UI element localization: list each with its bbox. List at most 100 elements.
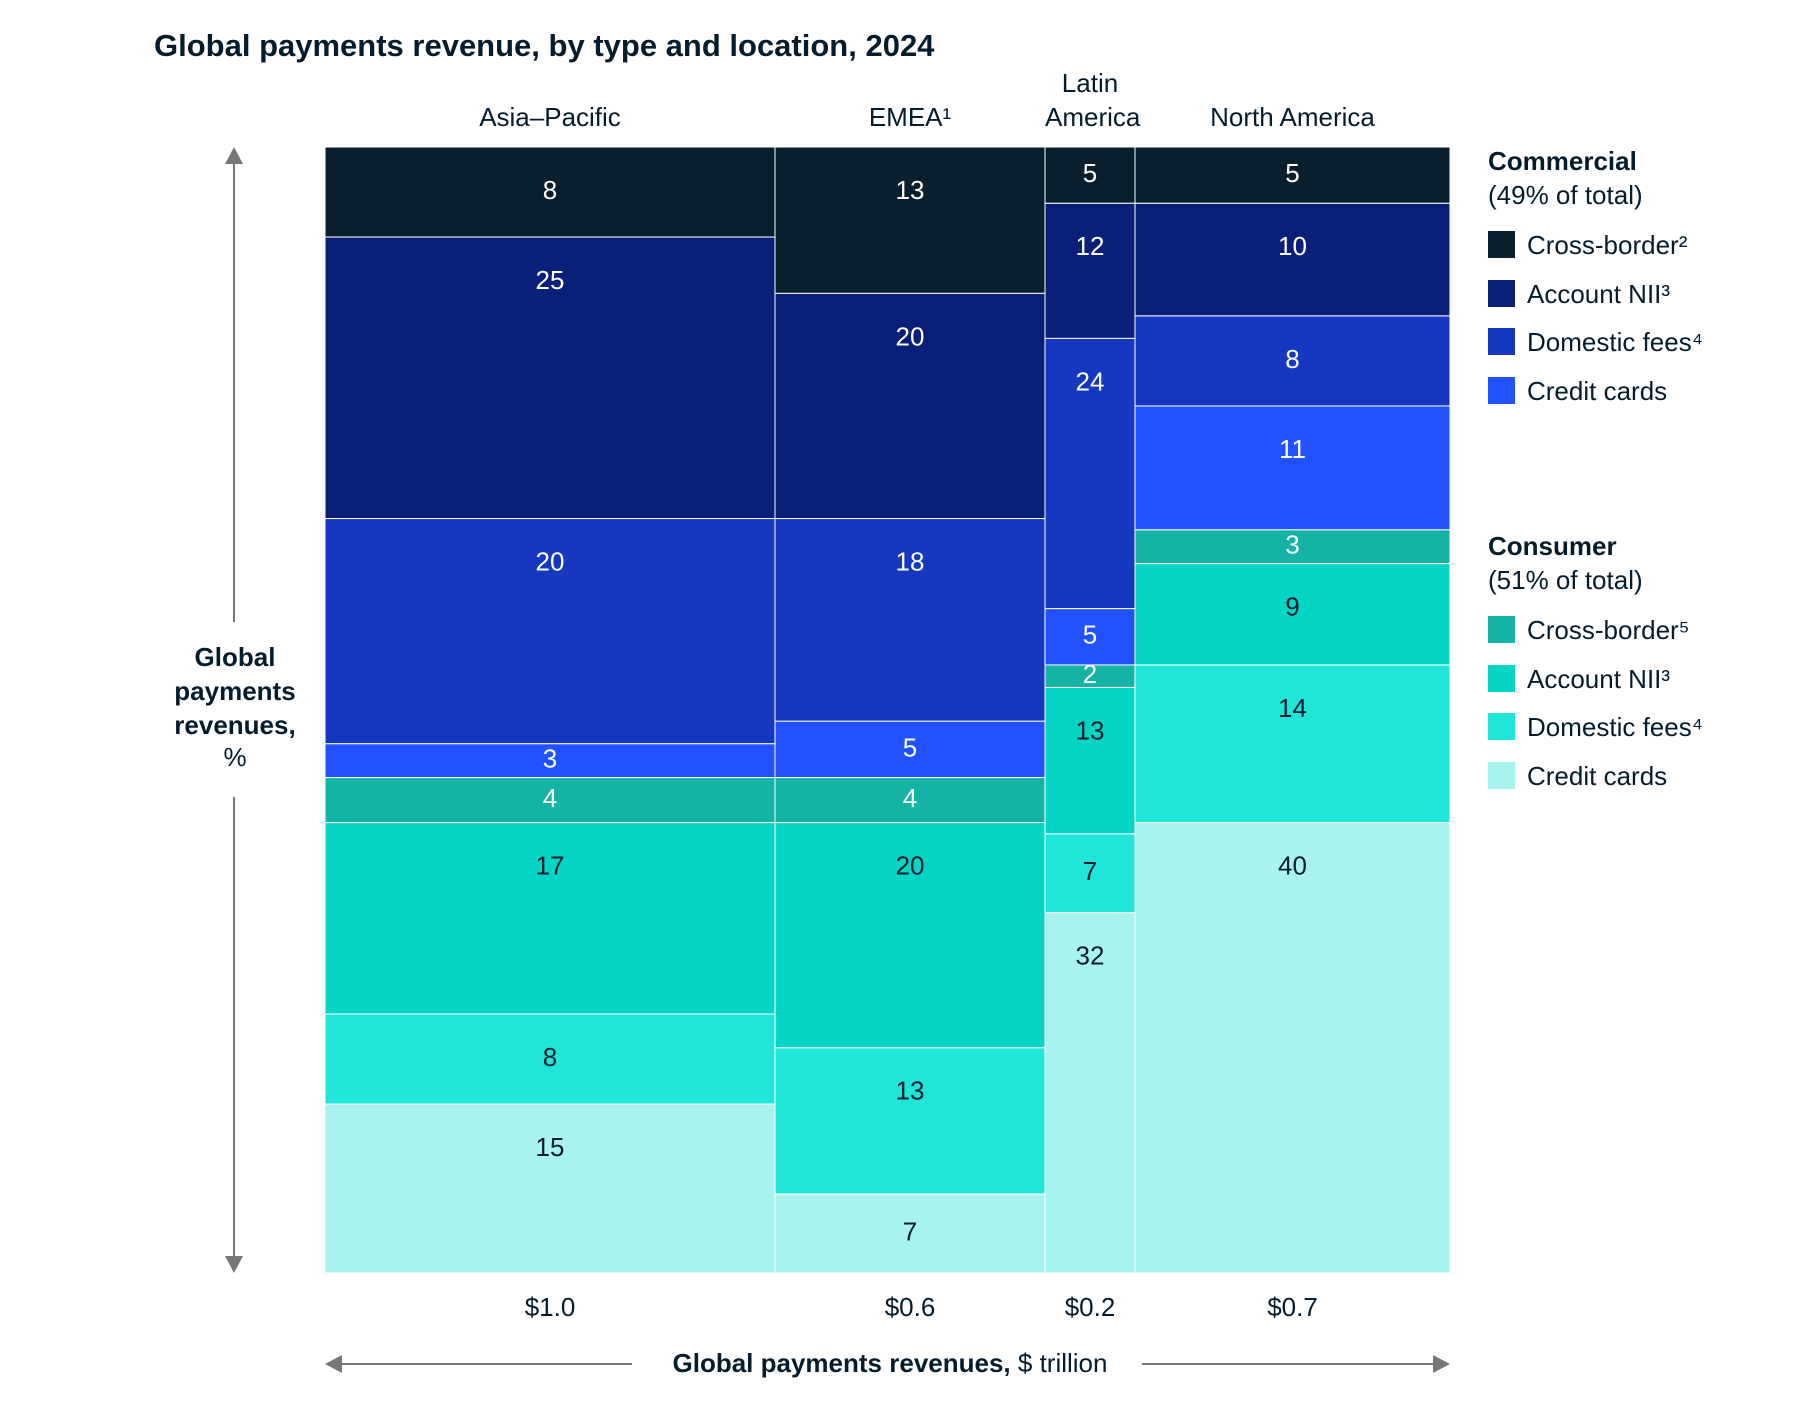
segment-label: 8 [1285, 344, 1299, 374]
arrow-head [325, 1355, 342, 1373]
legend-swatch [1488, 713, 1515, 740]
segment [1134, 563, 1451, 666]
legend-label: Cross-border⁵ [1527, 615, 1690, 645]
legend-swatch [1488, 616, 1515, 643]
segment [324, 146, 776, 238]
segment-label: 25 [536, 265, 565, 295]
segment [774, 146, 1046, 294]
segment [1134, 529, 1451, 565]
segment-label: 20 [896, 850, 925, 880]
x-axis-unit: $ trillion [1017, 1348, 1108, 1378]
segment [1134, 664, 1451, 824]
segment-label: 5 [1285, 158, 1299, 188]
segment-label: 4 [543, 783, 557, 813]
width-label: $0.7 [1267, 1292, 1318, 1322]
segment [774, 777, 1046, 824]
segment [1044, 146, 1136, 204]
segment-label: 7 [1083, 856, 1097, 886]
category-label: Asia–Pacific [479, 102, 621, 132]
segment-label: 7 [903, 1216, 917, 1246]
legend-label: Cross-border² [1527, 230, 1688, 260]
segment [324, 777, 776, 824]
segment-label: 13 [1076, 715, 1105, 745]
legend-swatch [1488, 328, 1515, 355]
legend-group-note: (49% of total) [1488, 180, 1643, 210]
segment-label: 5 [903, 732, 917, 762]
segment-label: 12 [1076, 231, 1105, 261]
arrow-head [225, 1256, 243, 1273]
legend-swatch [1488, 279, 1515, 307]
segment-label: 8 [543, 1042, 557, 1072]
category-label: Latin America [1045, 68, 1141, 132]
segment [324, 1103, 776, 1274]
segment [1044, 686, 1136, 835]
segment [1044, 608, 1136, 666]
segment [774, 1193, 1046, 1274]
segment-label: 20 [896, 321, 925, 351]
legend-label: Credit cards [1527, 375, 1668, 406]
x-axis-label: Global payments revenues, $ trillion [640, 1346, 1140, 1380]
segment [774, 1047, 1046, 1195]
segment [324, 236, 776, 520]
segment-label: 14 [1278, 693, 1307, 723]
width-label: $0.6 [885, 1292, 936, 1322]
segment-label: 3 [543, 744, 557, 774]
category-label: North America [1210, 102, 1375, 132]
width-label: $1.0 [525, 1292, 576, 1322]
segment [324, 518, 776, 745]
segment [324, 822, 776, 1015]
segment-label: 13 [896, 1076, 925, 1106]
y-axis-unit: % [223, 742, 247, 772]
legend-label: Account NII³ [1527, 278, 1671, 309]
segment-label: 18 [896, 546, 925, 576]
segment [1044, 202, 1136, 339]
segment [324, 743, 776, 779]
segment [1044, 833, 1136, 914]
segment-label: 4 [903, 783, 917, 813]
segment-label: 20 [536, 546, 565, 576]
x-axis-label: Global payments revenues, [672, 1348, 1011, 1378]
segment-label: 5 [1083, 620, 1097, 650]
segment-label: 40 [1278, 850, 1307, 880]
legend-swatch [1488, 761, 1515, 789]
legend-label: Account NII³ [1527, 663, 1671, 694]
segment-label: 5 [1083, 158, 1097, 188]
segment [1044, 337, 1136, 610]
segment [774, 822, 1046, 1049]
segment [774, 292, 1046, 520]
segment-label: 2 [1083, 659, 1097, 689]
segment-label: 9 [1285, 591, 1299, 621]
segment [1044, 912, 1136, 1274]
segment [324, 1013, 776, 1105]
segment-label: 17 [536, 850, 565, 880]
legend-label: Credit cards [1527, 760, 1668, 791]
legend-group-title: Commercial [1488, 146, 1637, 176]
legend-swatch [1488, 376, 1515, 404]
arrow-head [225, 147, 243, 164]
chart-title: Global payments revenue, by type and loc… [154, 28, 935, 63]
segment [1134, 822, 1451, 1274]
arrow-head [1433, 1355, 1450, 1373]
legend-label: Domestic fees⁴ [1527, 712, 1703, 742]
segment-label: 32 [1076, 941, 1105, 971]
segment-label: 3 [1285, 530, 1299, 560]
legend-group-title: Consumer [1488, 531, 1617, 561]
segment [1134, 405, 1451, 531]
segment-label: 13 [896, 175, 925, 205]
segment-label: 8 [543, 175, 557, 205]
y-axis-label: Global payments revenues, [174, 642, 296, 740]
segment-label: 10 [1278, 231, 1307, 261]
legend-swatch [1488, 664, 1515, 692]
segment [1134, 202, 1451, 317]
segment [1134, 146, 1451, 204]
legend-swatch [1488, 231, 1515, 258]
segment-label: 24 [1076, 366, 1105, 396]
segment [774, 720, 1046, 779]
segment-label: 11 [1279, 434, 1306, 464]
width-label: $0.2 [1065, 1292, 1116, 1322]
segment-label: 15 [536, 1132, 565, 1162]
legend-label: Domestic fees⁴ [1527, 327, 1703, 357]
legend-group-note: (51% of total) [1488, 565, 1643, 595]
